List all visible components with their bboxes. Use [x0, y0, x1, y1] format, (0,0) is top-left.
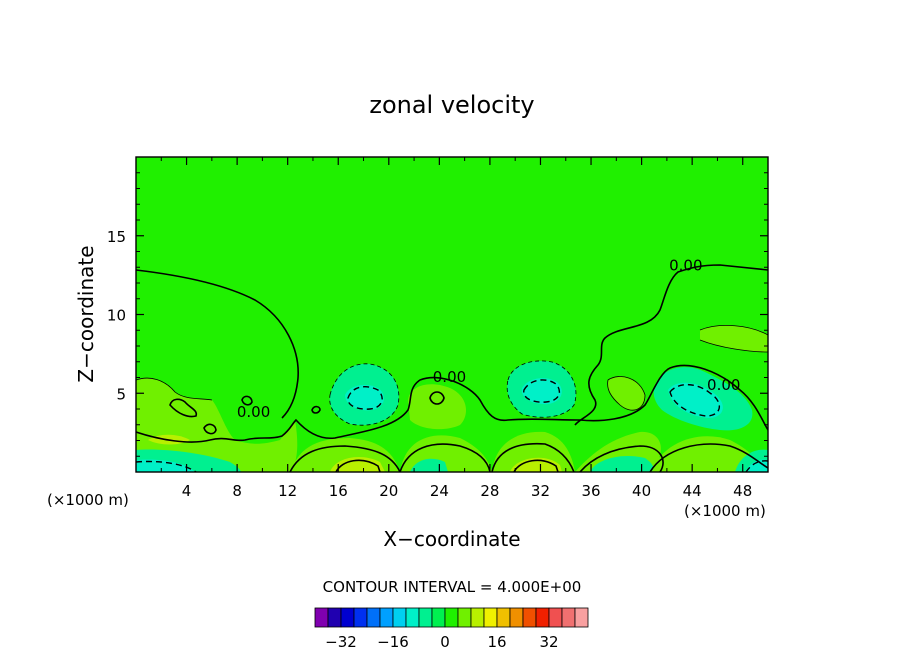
contour-region-positive-bump-24	[408, 384, 466, 430]
contour-line-negative-bottom-left	[136, 460, 197, 472]
colorbar-tick-label: −16	[377, 633, 409, 651]
x-tick-label: 44	[683, 482, 702, 500]
colorbar-swatch	[353, 607, 368, 628]
chart-title: zonal velocity	[369, 91, 534, 119]
contour-region-strong-negative-18	[345, 384, 384, 411]
contour-region-negative-bottom-24	[410, 458, 448, 472]
y-tick-label: 5	[116, 385, 126, 403]
colorbar-swatch	[392, 607, 407, 628]
contour-label: 0.00	[433, 368, 466, 386]
colorbar-swatch	[522, 607, 537, 628]
contour-line-zero-small-loop-4	[311, 405, 321, 414]
contour-line-zero-bottom-3	[399, 443, 491, 472]
contour-line-zero-left-dome	[136, 269, 299, 419]
contour-line-zero-right-upper	[574, 264, 768, 426]
colorbar-swatch	[418, 607, 433, 628]
x-tick-label: 16	[329, 482, 348, 500]
x-tick-label: 20	[379, 482, 398, 500]
x-tick-label: 8	[232, 482, 242, 500]
colorbar-swatch	[574, 607, 589, 628]
contour-region-positive-strong-2	[510, 457, 562, 472]
contour-region-left-positive	[136, 378, 298, 472]
y-axis-label: Z−coordinate	[74, 245, 98, 382]
colorbar: −32 −16 0 16 32	[314, 607, 589, 651]
x-unit-right: (×1000 m)	[684, 502, 766, 520]
contour-line-positive-strong-2	[513, 459, 559, 472]
colorbar-swatch	[327, 607, 342, 628]
y-axis: 5 10 15	[107, 172, 768, 457]
contour-line-negative-32	[523, 379, 561, 403]
colorbar-swatch	[444, 607, 459, 628]
contour-line-zero-small-loop-1	[169, 398, 198, 418]
contour-label: 0.00	[707, 376, 740, 394]
x-tick-label: 4	[182, 482, 192, 500]
x-tick-label: 28	[480, 482, 499, 500]
x-axis: 4 8 12 16 20 24 28 32 36 40 44 48	[160, 157, 752, 500]
contour-line-zero-bottom-4	[491, 442, 575, 472]
contour-label: 0.00	[237, 403, 270, 421]
colorbar-swatch	[405, 607, 420, 628]
plot-area	[135, 156, 769, 473]
colorbar-swatch	[366, 607, 381, 628]
x-tick-label: 48	[733, 482, 752, 500]
colorbar-tick-label: 16	[487, 633, 506, 651]
colorbar-swatch	[483, 607, 498, 628]
colorbar-swatch	[561, 607, 576, 628]
contour-line-weak-5	[699, 339, 768, 353]
colorbar-tick-label: 32	[539, 633, 558, 651]
contour-label: 0.00	[669, 256, 702, 274]
colorbar-swatch	[314, 607, 329, 628]
y-tick-label: 15	[107, 228, 126, 246]
contour-line-weak-6	[607, 376, 646, 411]
contour-interval-text: CONTOUR INTERVAL = 4.000E+00	[323, 578, 582, 596]
colorbar-swatch	[457, 607, 472, 628]
x-tick-label: 32	[531, 482, 550, 500]
x-tick-label: 12	[278, 482, 297, 500]
colorbar-swatch	[548, 607, 563, 628]
contour-region-strong-negative-bottom-left	[136, 459, 195, 472]
contour-line-negative-44	[669, 383, 720, 417]
colorbar-swatch	[379, 607, 394, 628]
contour-line-zero-bottom-6	[649, 443, 768, 472]
contour-region-bottom-positive-5	[650, 436, 768, 472]
contour-labels: 0.00 0.00 0.00 0.00	[237, 256, 741, 420]
contour-line-weak-3	[136, 377, 213, 401]
x-tick-label: 24	[430, 482, 449, 500]
x-tick-label: 40	[632, 482, 651, 500]
contour-line-negative-bottom-right	[745, 460, 768, 472]
contour-region-strong-negative-32	[521, 378, 562, 405]
contour-line-zero-bottom-5	[579, 445, 664, 472]
x-axis-label: X−coordinate	[383, 527, 520, 551]
contour-line-weak-2	[506, 360, 577, 418]
colorbar-tick-label: −32	[325, 633, 357, 651]
colorbar-swatch	[340, 607, 355, 628]
x-unit-left: (×1000 m)	[47, 491, 129, 509]
colorbar-swatch	[431, 607, 446, 628]
contour-region-positive-strong-1	[330, 457, 385, 472]
contour-line-zero-small-loop-5	[429, 391, 445, 405]
contour-line-zero-bottom-2	[289, 445, 401, 472]
y-tick-label: 10	[107, 307, 126, 325]
contour-region-strong-negative-bottom-right	[745, 459, 768, 472]
contour-line-zero-small-loop-2	[203, 423, 217, 435]
colorbar-swatch	[496, 607, 511, 628]
colorbar-swatch	[535, 607, 550, 628]
colorbar-tick-label: 0	[440, 633, 450, 651]
colorbar-swatch	[509, 607, 524, 628]
colorbar-swatch	[470, 607, 485, 628]
contour-line-zero-small-loop-3	[241, 395, 253, 406]
contour-line-weak-4	[699, 325, 768, 336]
contour-region-negative-bottom-38	[590, 455, 654, 472]
x-tick-label: 36	[581, 482, 600, 500]
contour-line-zero-bottom	[136, 364, 768, 443]
